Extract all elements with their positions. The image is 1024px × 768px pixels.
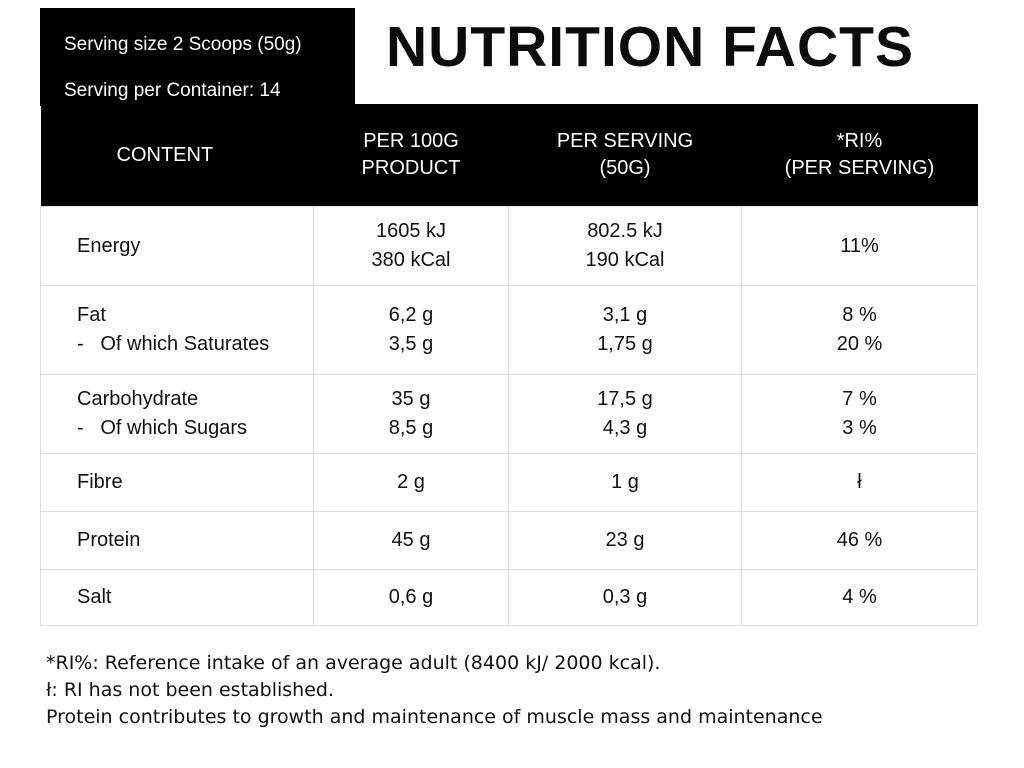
per-serving-value: 1,75 g bbox=[597, 333, 653, 355]
footnote-ri-not-established: ł: RI has not been established. bbox=[46, 679, 335, 701]
header-per-100g: PER 100G PRODUCT bbox=[313, 104, 509, 207]
nutrient-subname: - Of which Saturates bbox=[77, 333, 270, 355]
nutrient-name: Energy bbox=[40, 206, 314, 286]
header-ri-line2: (PER SERVING) bbox=[784, 157, 935, 179]
table-row-fibre: Fibre 2 g 1 g ł bbox=[40, 453, 978, 512]
per-serving-value: 1 g bbox=[508, 453, 742, 512]
nutrient-name: Carbohydrate bbox=[77, 388, 199, 410]
nutrient-name: Salt bbox=[40, 569, 314, 626]
ri-value: 8 % bbox=[842, 304, 877, 326]
header-per-serving-line1: PER SERVING bbox=[556, 130, 694, 152]
ri-value: 4 % bbox=[741, 569, 978, 626]
ri-cell: 11% bbox=[741, 206, 978, 286]
nutrient-name-cell: Fat - Of which Saturates bbox=[40, 285, 314, 375]
nutrient-name: Protein bbox=[40, 511, 314, 570]
per-100g-value: 2 g bbox=[313, 453, 509, 512]
per-100g-cell: 35 g 8,5 g bbox=[313, 374, 509, 454]
nutrient-name-cell: Carbohydrate - Of which Sugars bbox=[40, 374, 314, 454]
servings-per-container: Serving per Container: 14 bbox=[64, 80, 281, 101]
per-serving-value: 802.5 kJ bbox=[587, 220, 663, 242]
header-content: CONTENT bbox=[40, 104, 314, 207]
per-serving-value: 4,3 g bbox=[602, 417, 648, 439]
ri-value: 20 % bbox=[836, 333, 883, 355]
per-100g-value: 6,2 g bbox=[388, 304, 434, 326]
serving-info-box: Serving size 2 Scoops (50g) Serving per … bbox=[40, 8, 355, 106]
per-100g-cell: 6,2 g 3,5 g bbox=[313, 285, 509, 375]
per-serving-value: 3,1 g bbox=[602, 304, 648, 326]
per-100g-value: 8,5 g bbox=[388, 417, 434, 439]
serving-size: Serving size 2 Scoops (50g) bbox=[64, 34, 302, 55]
ri-value: 7 % bbox=[842, 388, 877, 410]
ri-value: ł bbox=[741, 453, 978, 512]
page-title: NUTRITION FACTS bbox=[386, 15, 914, 79]
table-row-energy: Energy 1605 kJ 380 kCal 802.5 kJ 190 kCa… bbox=[40, 206, 978, 286]
per-100g-value: 380 kCal bbox=[371, 249, 451, 271]
per-100g-value: 3,5 g bbox=[388, 333, 434, 355]
footnote-ri-definition: *RI%: Reference intake of an average adu… bbox=[46, 652, 661, 674]
nutrient-subname: - Of which Sugars bbox=[77, 417, 248, 439]
per-serving-cell: 17,5 g 4,3 g bbox=[508, 374, 742, 454]
per-serving-value: 190 kCal bbox=[585, 249, 665, 271]
table-row-carbohydrate: Carbohydrate - Of which Sugars 35 g 8,5 … bbox=[40, 374, 978, 454]
table-header-row: CONTENT PER 100G PRODUCT PER SERVING (50… bbox=[40, 104, 978, 207]
nutrient-name: Fat bbox=[77, 304, 106, 326]
ri-value: 3 % bbox=[842, 417, 877, 439]
per-serving-value: 23 g bbox=[508, 511, 742, 570]
table-row-protein: Protein 45 g 23 g 46 % bbox=[40, 511, 978, 570]
per-100g-value: 35 g bbox=[391, 388, 431, 410]
per-serving-cell: 3,1 g 1,75 g bbox=[508, 285, 742, 375]
table-row-salt: Salt 0,6 g 0,3 g 4 % bbox=[40, 569, 978, 626]
table-row-fat: Fat - Of which Saturates 6,2 g 3,5 g 3,1… bbox=[40, 285, 978, 375]
per-serving-value: 0,3 g bbox=[508, 569, 742, 626]
ri-cell: 7 % 3 % bbox=[741, 374, 978, 454]
per-100g-cell: 1605 kJ 380 kCal bbox=[313, 206, 509, 286]
header-per-100g-line2: PRODUCT bbox=[361, 157, 461, 179]
header-per-serving: PER SERVING (50G) bbox=[508, 104, 742, 207]
header-ri: *RI% (PER SERVING) bbox=[741, 104, 978, 207]
header-per-100g-line1: PER 100G bbox=[363, 130, 459, 152]
nutrient-name: Fibre bbox=[40, 453, 314, 512]
nutrition-table: CONTENT PER 100G PRODUCT PER SERVING (50… bbox=[40, 104, 978, 626]
footnote-protein-claim: Protein contributes to growth and mainte… bbox=[46, 706, 823, 728]
ri-cell: 8 % 20 % bbox=[741, 285, 978, 375]
per-serving-value: 17,5 g bbox=[597, 388, 653, 410]
per-100g-value: 1605 kJ bbox=[375, 220, 447, 242]
per-serving-cell: 802.5 kJ 190 kCal bbox=[508, 206, 742, 286]
footnotes: *RI%: Reference intake of an average adu… bbox=[46, 650, 823, 731]
per-100g-value: 45 g bbox=[313, 511, 509, 570]
header-ri-line1: *RI% bbox=[836, 130, 883, 152]
ri-value: 46 % bbox=[741, 511, 978, 570]
per-100g-value: 0,6 g bbox=[313, 569, 509, 626]
header-per-serving-line2: (50G) bbox=[599, 157, 651, 179]
